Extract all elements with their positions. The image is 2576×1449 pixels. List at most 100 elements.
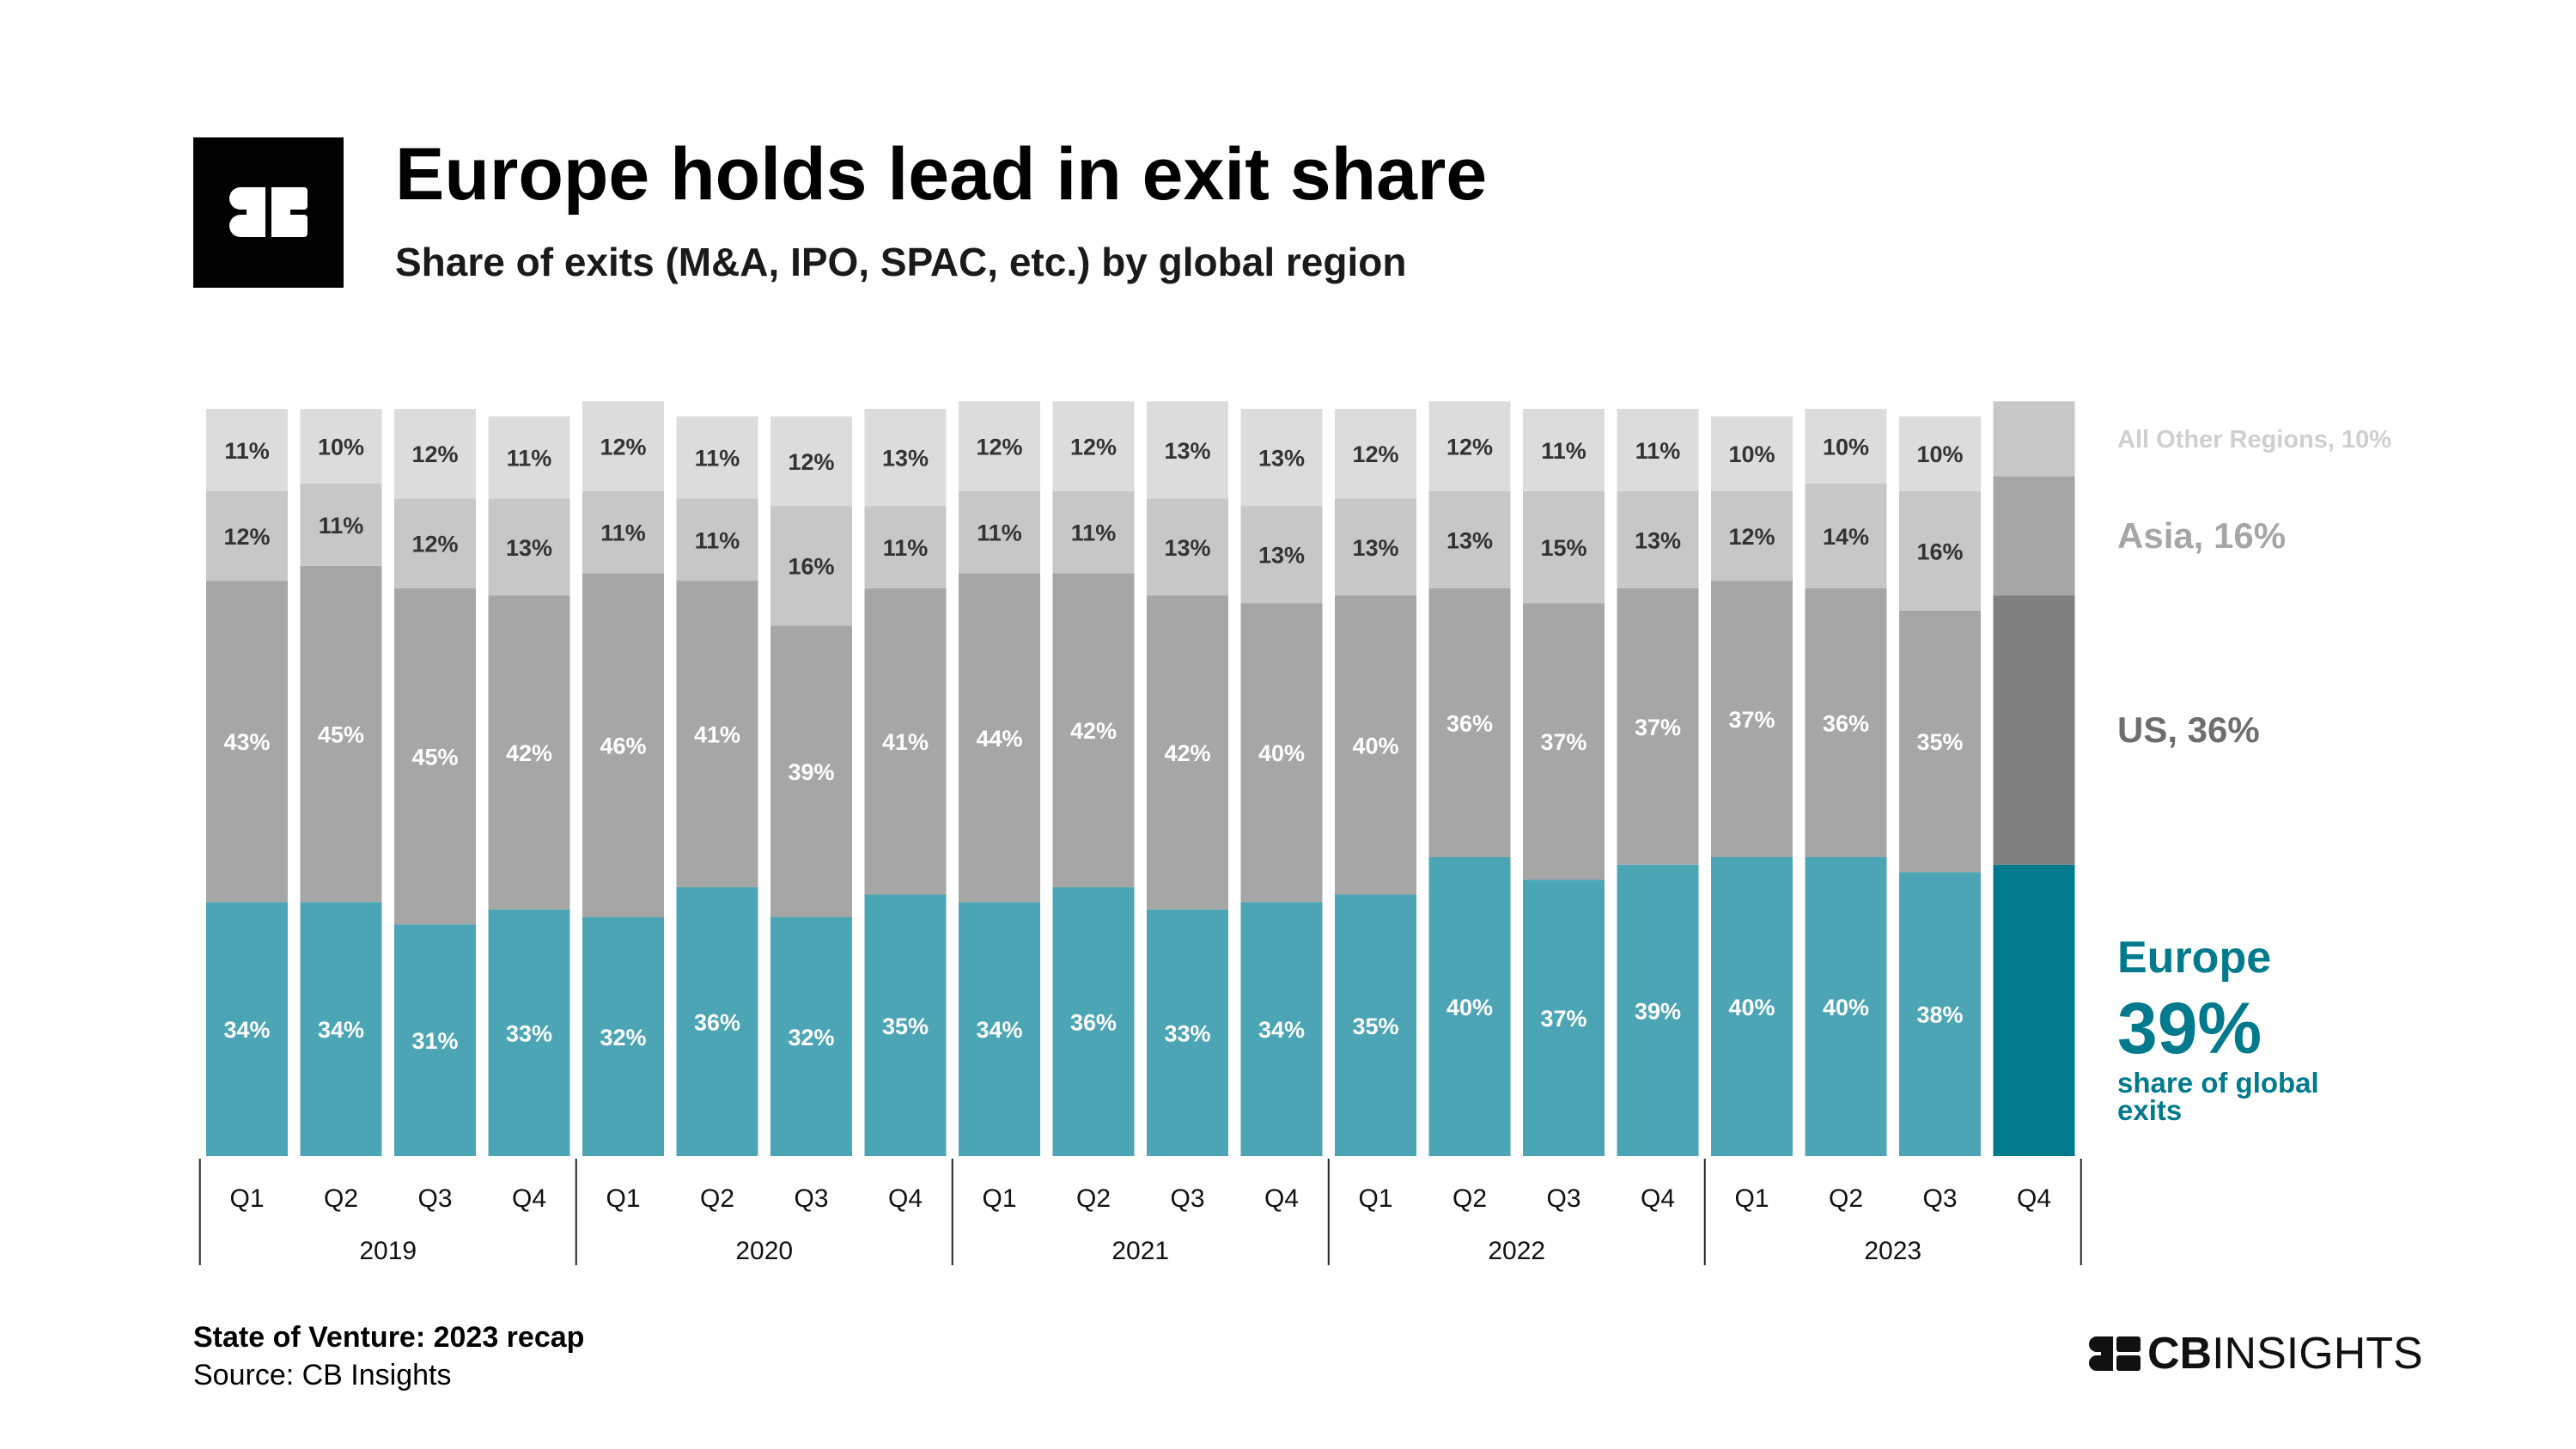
bar-segment-us bbox=[1617, 588, 1699, 865]
brand-wordmark: CBINSIGHTS bbox=[2147, 1328, 2423, 1379]
bar-segment-us bbox=[1240, 603, 1323, 903]
data-label: 13% bbox=[1258, 446, 1305, 472]
data-label: 10% bbox=[1823, 435, 1869, 460]
data-label: 31% bbox=[411, 1028, 458, 1054]
quarter-tick-label: Q4 bbox=[888, 1184, 923, 1213]
quarter-tick-label: Q3 bbox=[1170, 1184, 1204, 1213]
data-label: 32% bbox=[788, 1025, 834, 1050]
bar-segment-asia bbox=[1147, 498, 1228, 596]
bar-segment-all-other-regions bbox=[676, 416, 758, 499]
bar-segment-all-other-regions bbox=[1428, 401, 1511, 491]
data-label: 11% bbox=[1635, 438, 1681, 464]
footer-report-title: State of Venture: 2023 recap bbox=[193, 1321, 585, 1354]
bar-segment-us bbox=[1711, 581, 1793, 857]
bar-segment-us bbox=[959, 573, 1040, 903]
bar-segment-europe bbox=[1428, 857, 1511, 1156]
data-label: 33% bbox=[1164, 1020, 1210, 1046]
data-label: 43% bbox=[223, 729, 270, 755]
bar-segment-europe bbox=[1617, 864, 1699, 1156]
data-label: 12% bbox=[411, 532, 458, 557]
data-label: 11% bbox=[1541, 438, 1586, 464]
bar-segment-asia bbox=[1240, 506, 1323, 604]
data-label: 15% bbox=[1540, 535, 1586, 561]
bar-segment-europe bbox=[300, 902, 382, 1156]
cb-brand-icon bbox=[2089, 1336, 2141, 1371]
data-label: 13% bbox=[1446, 527, 1493, 553]
bar-segment-europe bbox=[1240, 902, 1323, 1156]
data-label: 42% bbox=[1070, 718, 1117, 744]
data-label: 36% bbox=[1070, 1009, 1117, 1035]
data-label: 42% bbox=[1164, 740, 1210, 766]
data-label: 12% bbox=[600, 435, 646, 460]
year-tick-label: 2023 bbox=[1864, 1237, 1921, 1265]
legend-other: All Other Regions, 10% bbox=[2117, 426, 2391, 454]
bar-segment-all-other-regions bbox=[1523, 409, 1605, 491]
bar-segment-europe bbox=[1523, 880, 1605, 1156]
bar-segment-asia bbox=[394, 498, 476, 588]
bar-segment-asia bbox=[1899, 490, 1981, 611]
data-label: 38% bbox=[1916, 1002, 1963, 1028]
data-label: 36% bbox=[1446, 710, 1493, 736]
bar-segment-all-other-regions bbox=[488, 416, 570, 499]
bar-segment-europe bbox=[1805, 857, 1887, 1156]
cb-logo-box bbox=[193, 137, 344, 288]
data-label: 40% bbox=[1823, 995, 1869, 1020]
bar-segment-europe bbox=[1335, 894, 1416, 1156]
bar-segment-europe bbox=[206, 902, 288, 1156]
bar-segment-all-other-regions bbox=[1617, 409, 1699, 491]
data-label: 37% bbox=[1728, 707, 1775, 733]
bar-segment-asia bbox=[582, 490, 664, 574]
quarter-tick-label: Q2 bbox=[1076, 1184, 1111, 1213]
bar-segment-us bbox=[1147, 595, 1228, 910]
quarter-tick-label: Q1 bbox=[1358, 1184, 1392, 1213]
quarter-tick-label: Q4 bbox=[1264, 1184, 1299, 1213]
data-label: 10% bbox=[1916, 441, 1963, 467]
data-label: 39% bbox=[1635, 998, 1681, 1024]
data-label: 13% bbox=[1635, 527, 1681, 553]
data-label: 45% bbox=[411, 745, 458, 770]
quarter-tick-label: Q2 bbox=[700, 1184, 734, 1213]
year-tick-label: 2021 bbox=[1111, 1237, 1169, 1265]
data-label: 41% bbox=[882, 729, 929, 755]
bar-segment-all-other-regions bbox=[770, 416, 852, 507]
data-label: 14% bbox=[1823, 524, 1869, 550]
bar-segment-asia bbox=[1052, 490, 1135, 574]
bar-segment-all-other-regions bbox=[394, 409, 476, 499]
cb-insights-brand: CBINSIGHTS bbox=[2087, 1328, 2423, 1379]
data-label: 13% bbox=[1164, 535, 1210, 561]
data-label: 11% bbox=[883, 535, 929, 561]
bar-segment-us bbox=[1993, 595, 2075, 865]
data-label: 12% bbox=[788, 449, 834, 475]
legend-us: US, 36% bbox=[2117, 709, 2260, 750]
legend-europe-value: 39% bbox=[2117, 988, 2262, 1068]
data-label: 36% bbox=[694, 1009, 740, 1035]
quarter-tick-label: Q4 bbox=[1641, 1184, 1675, 1213]
brand-light: INSIGHTS bbox=[2212, 1329, 2423, 1379]
bar-segment-all-other-regions bbox=[1711, 416, 1793, 491]
brand-bold: CB bbox=[2147, 1329, 2213, 1379]
data-label: 44% bbox=[976, 726, 1022, 752]
chart-title: Europe holds lead in exit share bbox=[395, 133, 1488, 216]
data-label: 40% bbox=[1352, 734, 1398, 759]
data-label: 11% bbox=[507, 446, 552, 472]
bar-segment-us bbox=[1805, 588, 1887, 857]
bar-segment-asia bbox=[959, 490, 1040, 574]
quarter-tick-label: Q2 bbox=[324, 1184, 358, 1213]
data-label: 45% bbox=[318, 721, 364, 747]
bar-segment-all-other-regions bbox=[1240, 409, 1323, 507]
bar-segment-all-other-regions bbox=[1052, 401, 1135, 491]
footer-source: Source: CB Insights bbox=[193, 1359, 452, 1391]
data-label: 42% bbox=[506, 740, 552, 766]
quarter-tick-label: Q1 bbox=[606, 1184, 640, 1213]
bar-segment-europe bbox=[1993, 864, 2075, 1156]
bar-segment-all-other-regions bbox=[1335, 409, 1416, 499]
bar-segment-asia bbox=[488, 498, 570, 596]
data-label: 13% bbox=[882, 446, 929, 472]
quarter-tick-label: Q1 bbox=[229, 1184, 264, 1213]
data-label: 37% bbox=[1540, 1006, 1586, 1032]
bar-segment-us bbox=[864, 588, 947, 895]
data-label: 35% bbox=[1916, 729, 1963, 755]
bar-segment-us bbox=[488, 595, 570, 910]
bar-segment-europe bbox=[676, 886, 758, 1156]
legend-europe-name: Europe bbox=[2117, 933, 2271, 983]
